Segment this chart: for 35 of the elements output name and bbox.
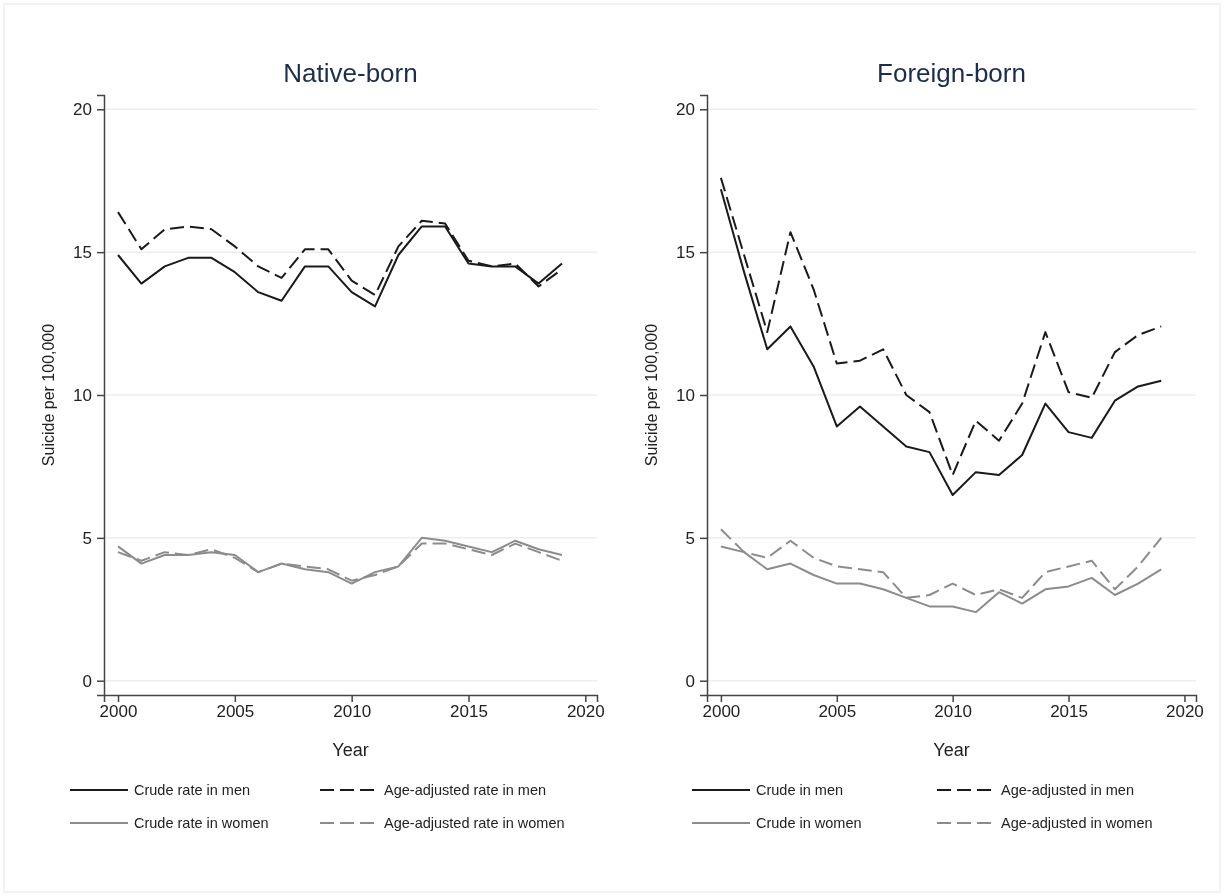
legend-label: Age-adjusted in men [1001, 782, 1134, 798]
y-tick-label: 5 [82, 528, 92, 548]
y-tick-label: 15 [676, 243, 695, 263]
x-axis-title: Year [933, 740, 970, 760]
y-axis-title: Suicide per 100,000 [40, 323, 57, 467]
legend-label: Crude rate in women [134, 815, 269, 831]
x-tick-label: 2005 [818, 702, 857, 722]
x-axis-title: Year [332, 740, 369, 760]
legend-label: Age-adjusted in women [1001, 815, 1153, 831]
legend-label: Crude rate in men [134, 782, 251, 798]
chart-title: Native-born [283, 58, 418, 88]
y-tick-label: 0 [685, 671, 695, 691]
legend-label: Crude in men [756, 782, 844, 798]
legend-label: Age-adjusted rate in men [384, 782, 547, 798]
x-tick-label: 2020 [566, 702, 605, 722]
x-tick-label: 2020 [1166, 702, 1204, 722]
y-tick-label: 5 [685, 528, 695, 548]
y-tick-label: 20 [73, 100, 92, 120]
x-tick-label: 2005 [216, 702, 255, 722]
legend-label: Age-adjusted rate in women [384, 815, 565, 831]
y-tick-label: 10 [676, 385, 695, 405]
x-tick-label: 2015 [1050, 702, 1088, 722]
y-tick-label: 20 [676, 100, 695, 120]
y-tick-label: 10 [73, 385, 92, 405]
x-tick-label: 2015 [450, 702, 488, 722]
x-tick-label: 2010 [934, 702, 973, 722]
chart-title: Foreign-born [877, 58, 1026, 88]
y-axis-title: Suicide per 100,000 [643, 323, 660, 467]
x-tick-label: 2010 [333, 702, 372, 722]
y-tick-label: 15 [73, 243, 92, 263]
line-series [117, 536, 563, 585]
y-tick-label: 0 [82, 671, 92, 691]
x-tick-label: 2000 [702, 702, 741, 722]
x-tick-label: 2000 [99, 702, 138, 722]
legend-label: Crude in women [756, 815, 862, 831]
